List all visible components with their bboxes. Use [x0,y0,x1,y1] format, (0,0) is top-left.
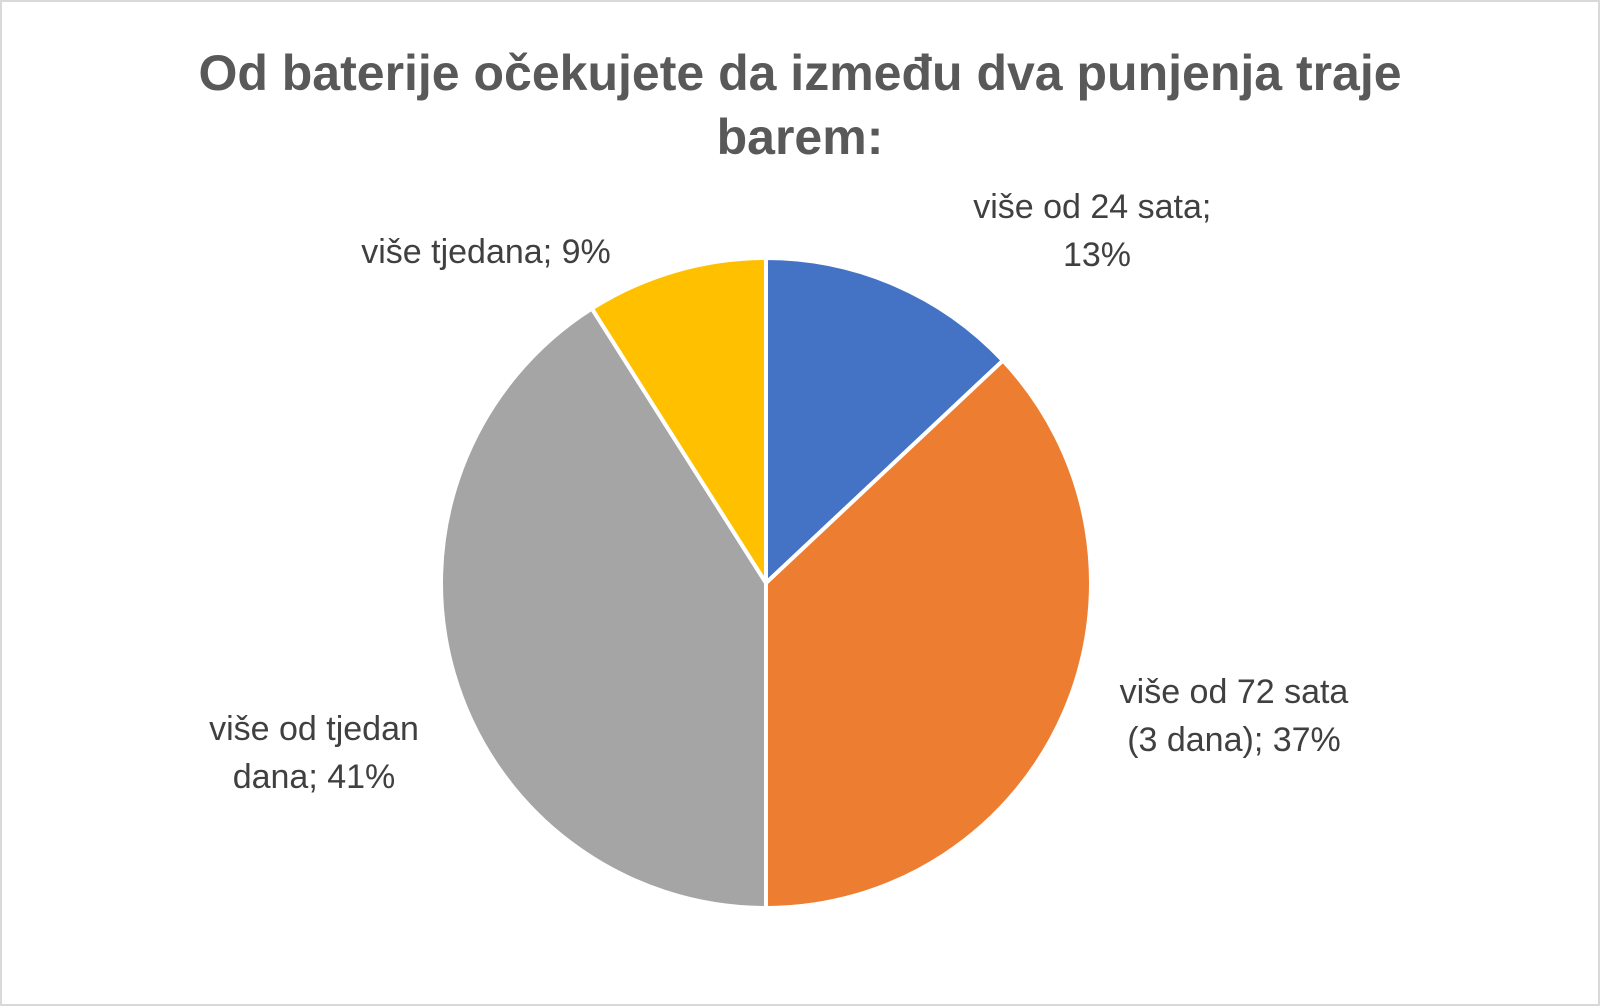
label-separator: ; [1202,188,1221,226]
category-name: više tjedana [361,233,543,271]
label-line: više od 24 sata; [973,188,1221,226]
category-name: više od 24 sata [973,188,1202,226]
label-line: dana; 41% [233,758,396,796]
data-label: više od 72 sata (3 dana); 37% [1120,673,1349,759]
data-label: više od 24 sata; 13% [973,188,1221,274]
value-label: 13% [1063,236,1131,274]
category-name: više od 72 sata [1120,673,1349,711]
label-line: više od 72 sata [1120,673,1349,711]
title-line: Od baterije očekujete da između dva punj… [198,45,1401,101]
label-separator: ; [543,233,562,271]
category-name: (3 dana) [1127,721,1254,759]
label-line: više od tjedan [209,710,419,748]
label-separator: ; [1254,721,1273,759]
chart-title: Od baterije očekujete da između dva punj… [198,45,1401,165]
data-label: više tjedana; 9% [361,233,611,271]
title-line: barem: [717,109,884,165]
data-label: više od tjedan dana; 41% [209,710,419,796]
value-label: 41% [327,758,395,796]
label-line: 13% [1063,236,1131,274]
value-label: 9% [562,233,611,271]
label-line: više tjedana; 9% [361,233,611,271]
pie-slice [589,256,768,585]
label-separator: ; [308,758,327,796]
category-name: dana [233,758,309,796]
label-line: (3 dana); 37% [1127,721,1341,759]
pie-slice [764,358,1093,910]
value-label: 37% [1273,721,1341,759]
pie-slice [764,256,1005,585]
category-name: više od tjedan [209,710,419,748]
